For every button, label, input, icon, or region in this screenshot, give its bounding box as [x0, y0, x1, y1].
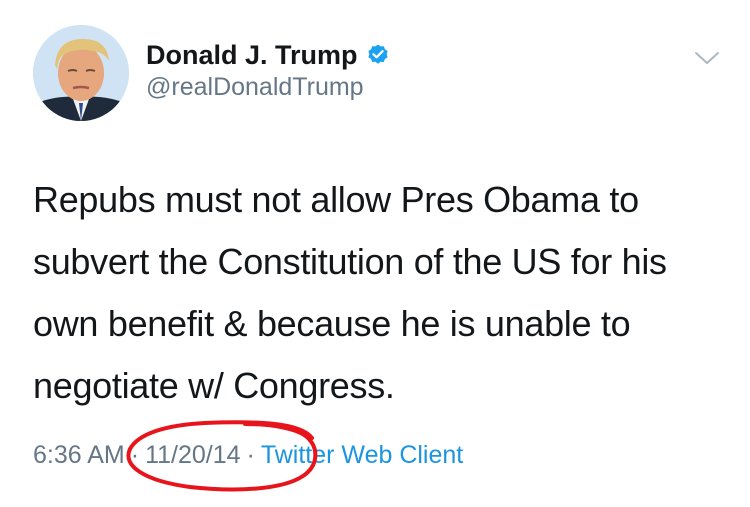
avatar[interactable]: [33, 25, 129, 121]
tweet-date[interactable]: 11/20/14: [145, 441, 241, 469]
separator: ·: [130, 441, 140, 469]
separator: ·: [246, 441, 255, 469]
verified-badge-icon: [366, 43, 390, 67]
tweet-time[interactable]: 6:36 AM: [33, 441, 125, 469]
chevron-down-icon[interactable]: [693, 48, 721, 68]
display-name[interactable]: Donald J. Trump: [146, 39, 358, 70]
profile-photo: [33, 25, 129, 121]
client-link[interactable]: Twitter Web Client: [260, 441, 464, 469]
author-name-row: Donald J. Trump: [146, 38, 390, 72]
user-handle[interactable]: @realDonaldTrump: [146, 73, 364, 101]
tweet-metadata: 6:36 AM · 11/20/14 · Twitter Web Client: [33, 441, 463, 470]
tweet-text: Repubs must not allow Pres Obama to subv…: [33, 179, 667, 406]
